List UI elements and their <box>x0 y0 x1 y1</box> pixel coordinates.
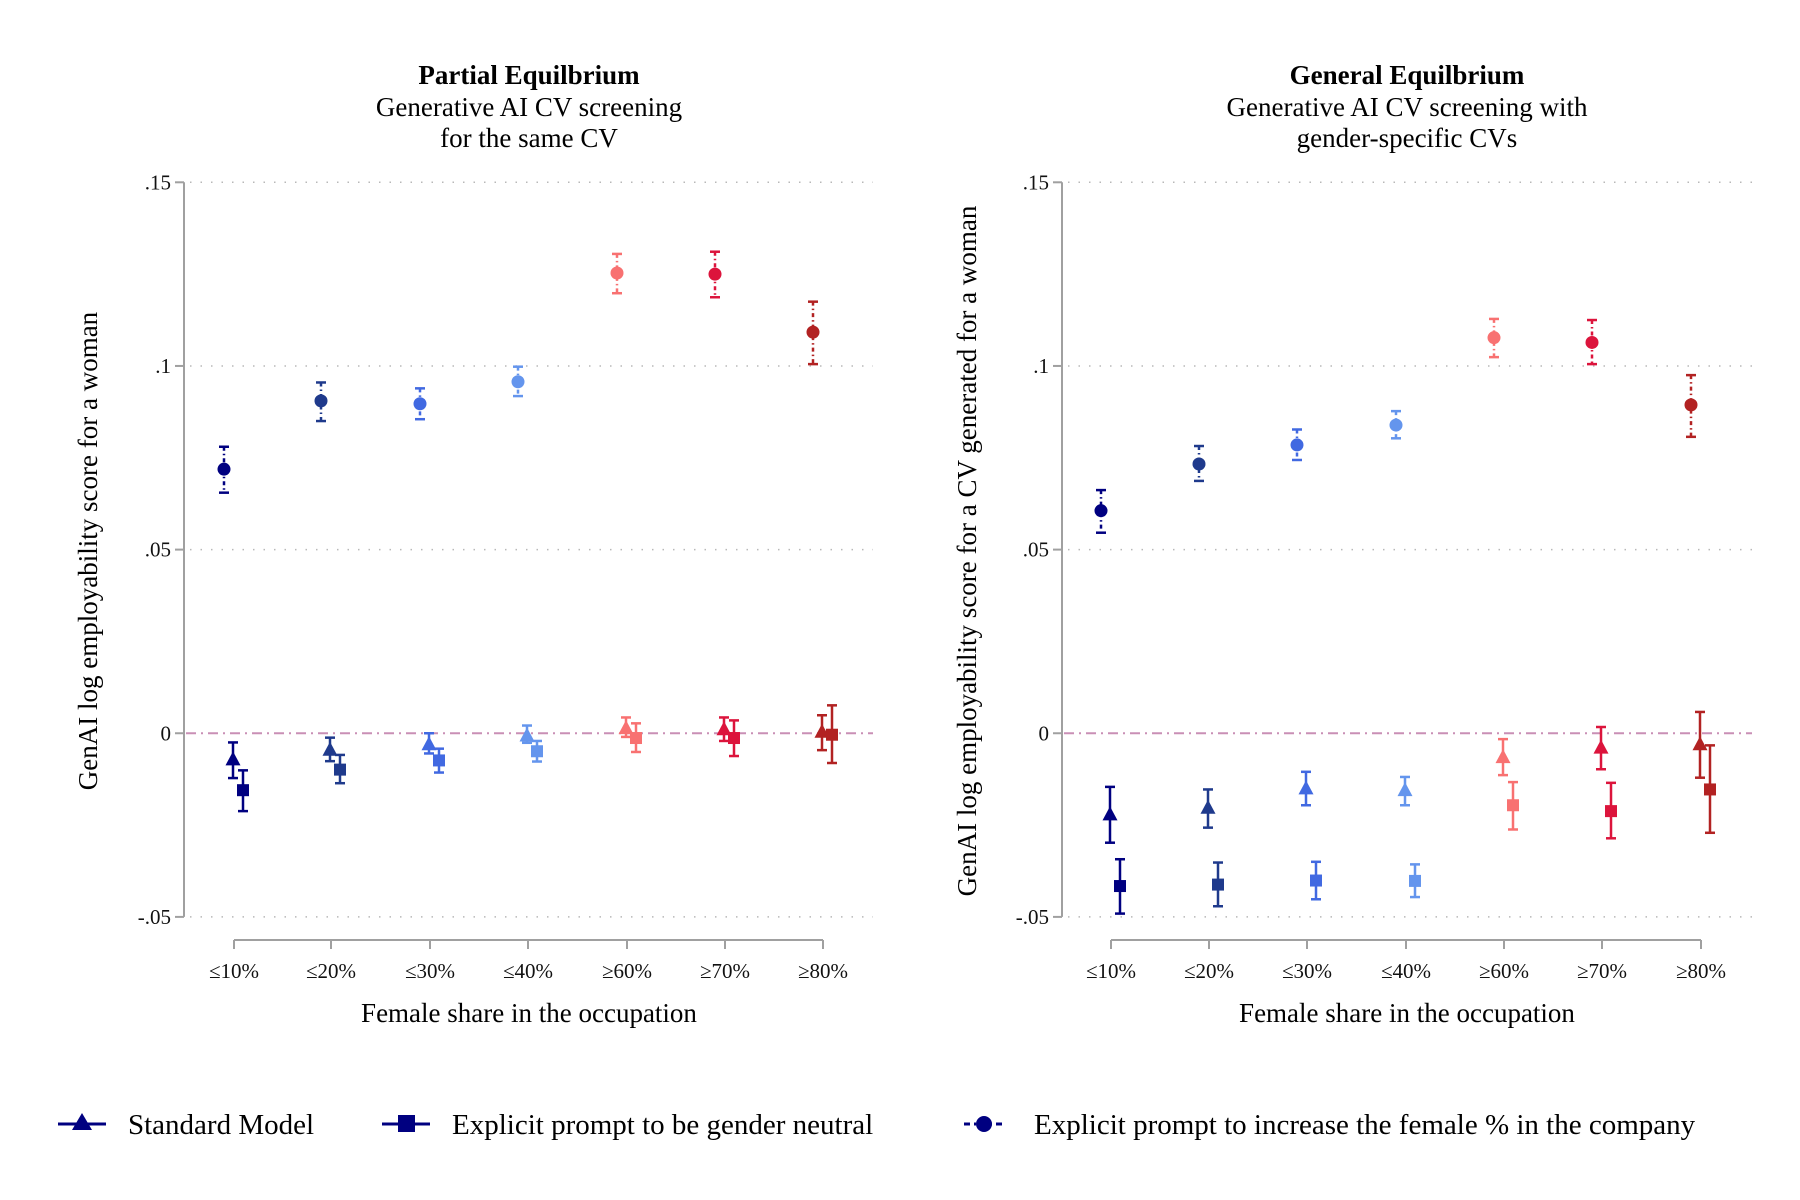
legend-label: Standard Model <box>128 1109 314 1141</box>
data-point-circle <box>217 462 231 476</box>
x-tick-label: ≤40% <box>1381 959 1431 983</box>
y-tick-label: -.05 <box>138 905 171 929</box>
data-point-triangle <box>1102 806 1118 821</box>
data-point-square <box>1507 799 1519 812</box>
data-point-triangle <box>1692 736 1708 751</box>
x-tick-label: ≤10% <box>209 959 259 983</box>
data-point-square <box>1409 874 1421 887</box>
data-point-triangle <box>716 721 732 736</box>
legend-item-increase-female: Explicit prompt to increase the female %… <box>964 1109 1696 1141</box>
y-axis-title: GenAI log employability score for a CV g… <box>952 205 982 896</box>
circle-marker-icon <box>976 1116 992 1132</box>
y-tick-label: 0 <box>1039 721 1050 745</box>
data-point-triangle <box>814 723 830 738</box>
square-marker-icon <box>398 1115 415 1132</box>
data-point-circle <box>1389 418 1403 432</box>
data-point-square <box>630 732 642 745</box>
data-point-triangle <box>1200 799 1216 814</box>
data-point-circle <box>1585 335 1599 349</box>
y-axis-title: GenAI log employability score for a woma… <box>73 311 103 790</box>
panel-subtitle-line-1: Generative AI CV screening with <box>1227 92 1588 122</box>
y-tick-label: .05 <box>1023 538 1049 562</box>
x-axis-title: Female share in the occupation <box>361 998 697 1028</box>
panel-subtitle-line-2: for the same CV <box>440 123 618 153</box>
data-point-circle <box>314 394 328 408</box>
triangle-marker-icon <box>72 1113 92 1130</box>
data-point-triangle <box>1495 749 1511 764</box>
panel-subtitle-line-2: gender-specific CVs <box>1297 123 1518 153</box>
y-tick-label: 0 <box>161 721 172 745</box>
y-tick-label: .1 <box>1033 354 1049 378</box>
x-tick-label: ≤30% <box>405 959 455 983</box>
data-point-circle <box>1487 331 1501 345</box>
data-point-circle <box>1094 504 1108 518</box>
x-tick-label: ≥70% <box>700 959 750 983</box>
x-tick-label: ≥60% <box>1479 959 1529 983</box>
legend-item-gender-neutral: Explicit prompt to be gender neutral <box>382 1109 873 1141</box>
data-point-square <box>237 784 249 797</box>
data-point-square <box>1605 805 1617 818</box>
y-tick-label: .15 <box>1023 170 1049 194</box>
x-tick-label: ≤20% <box>1184 959 1234 983</box>
data-point-square <box>1114 880 1126 893</box>
x-tick-label: ≥60% <box>602 959 652 983</box>
data-point-circle <box>1290 438 1304 452</box>
data-point-triangle <box>519 727 535 742</box>
panel-title: Partial Equilbrium <box>418 60 640 90</box>
panel-general-equilibrium: General Equilbrium Generative AI CV scre… <box>952 60 1752 1028</box>
panel-subtitle-line-1: Generative AI CV screening <box>376 92 682 122</box>
data-point-circle <box>806 325 820 339</box>
data-point-square <box>1310 874 1322 887</box>
data-point-circle <box>511 375 525 389</box>
x-tick-label: ≤20% <box>306 959 356 983</box>
x-axis-title: Female share in the occupation <box>1239 998 1575 1028</box>
data-point-square <box>1212 878 1224 891</box>
y-tick-label: .15 <box>145 170 171 194</box>
panel-title: General Equilbrium <box>1290 60 1525 90</box>
data-point-circle <box>1684 398 1698 412</box>
data-point-square <box>531 745 543 758</box>
x-tick-label: ≤10% <box>1086 959 1136 983</box>
legend-label: Explicit prompt to be gender neutral <box>452 1109 873 1141</box>
data-point-triangle <box>421 736 437 751</box>
panel-partial-equilibrium: Partial Equilbrium Generative AI CV scre… <box>73 60 873 1028</box>
data-point-triangle <box>1593 739 1609 754</box>
data-point-circle <box>1192 457 1206 471</box>
data-point-square <box>728 732 740 745</box>
data-point-square <box>334 763 346 776</box>
legend: Standard Model Explicit prompt to be gen… <box>58 1109 1696 1141</box>
data-point-circle <box>413 397 427 411</box>
data-point-square <box>433 754 445 767</box>
y-tick-label: -.05 <box>1016 905 1049 929</box>
data-point-circle <box>708 267 722 281</box>
y-tick-label: .05 <box>145 538 171 562</box>
data-point-triangle <box>225 751 241 766</box>
legend-label: Explicit prompt to increase the female %… <box>1034 1109 1696 1141</box>
data-point-circle <box>610 266 624 280</box>
x-tick-label: ≥70% <box>1577 959 1627 983</box>
data-point-triangle <box>1397 782 1413 797</box>
x-tick-label: ≤30% <box>1282 959 1332 983</box>
data-point-triangle <box>618 720 634 735</box>
x-tick-label: ≥80% <box>1676 959 1726 983</box>
x-tick-label: ≥80% <box>798 959 848 983</box>
data-point-square <box>1704 783 1716 796</box>
data-point-square <box>826 728 838 741</box>
data-point-triangle <box>322 741 338 756</box>
legend-item-standard-model: Standard Model <box>58 1109 314 1141</box>
y-tick-label: .1 <box>155 354 171 378</box>
data-point-triangle <box>1298 780 1314 795</box>
x-tick-label: ≤40% <box>503 959 553 983</box>
